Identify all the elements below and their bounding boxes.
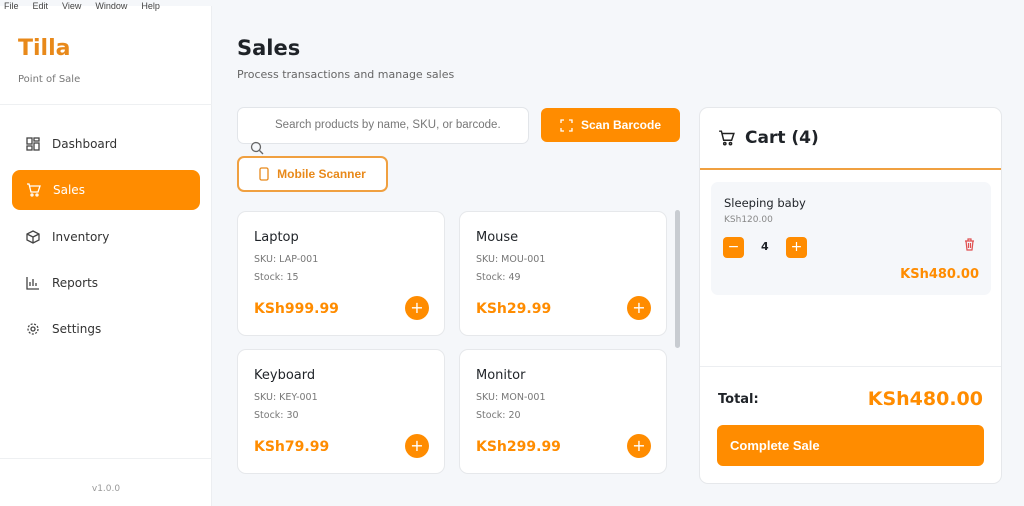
product-name: Monitor bbox=[476, 368, 526, 383]
sidebar-item-reports[interactable]: Reports bbox=[12, 263, 200, 303]
sidebar-item-label: Dashboard bbox=[52, 137, 118, 151]
product-sku: SKU: KEY-001 bbox=[254, 392, 318, 403]
box-icon bbox=[26, 230, 40, 244]
product-stock: Stock: 30 bbox=[254, 410, 299, 421]
product-card[interactable]: Laptop SKU: LAP-001 Stock: 15 KSh999.99 … bbox=[237, 211, 445, 336]
product-stock: Stock: 49 bbox=[476, 272, 521, 283]
sidebar-item-label: Sales bbox=[53, 183, 85, 197]
mobile-scanner-button[interactable]: Mobile Scanner bbox=[237, 156, 388, 192]
product-price: KSh79.99 bbox=[254, 439, 330, 455]
cart-item-quantity: 4 bbox=[761, 240, 769, 253]
mobile-scanner-label: Mobile Scanner bbox=[277, 167, 366, 181]
add-to-cart-button[interactable]: + bbox=[405, 434, 429, 458]
cart-icon bbox=[27, 183, 41, 197]
menu-window[interactable]: Window bbox=[95, 1, 128, 11]
brand-name: Tilla bbox=[18, 36, 71, 61]
add-to-cart-button[interactable]: + bbox=[627, 296, 651, 320]
cart-item-name: Sleeping baby bbox=[724, 196, 806, 210]
product-price: KSh29.99 bbox=[476, 301, 552, 317]
menu-bar: File Edit View Window Help bbox=[4, 0, 160, 12]
product-sku: SKU: MOU-001 bbox=[476, 254, 546, 265]
sidebar-item-label: Inventory bbox=[52, 230, 110, 244]
page-subtitle: Process transactions and manage sales bbox=[237, 68, 455, 81]
total-value: KSh480.00 bbox=[867, 388, 983, 410]
cart-title: Cart (4) bbox=[745, 128, 819, 148]
scan-barcode-label: Scan Barcode bbox=[580, 118, 662, 132]
total-label: Total: bbox=[718, 392, 759, 407]
divider bbox=[0, 458, 212, 459]
product-card[interactable]: Mouse SKU: MOU-001 Stock: 49 KSh29.99 + bbox=[459, 211, 667, 336]
cart-item-total: KSh480.00 bbox=[900, 267, 979, 282]
product-price: KSh999.99 bbox=[254, 301, 339, 317]
add-to-cart-button[interactable]: + bbox=[627, 434, 651, 458]
product-sku: SKU: MON-001 bbox=[476, 392, 546, 403]
menu-help[interactable]: Help bbox=[141, 1, 160, 11]
product-card[interactable]: Keyboard SKU: KEY-001 Stock: 30 KSh79.99… bbox=[237, 349, 445, 474]
increase-quantity-button[interactable]: + bbox=[786, 237, 807, 258]
product-stock: Stock: 20 bbox=[476, 410, 521, 421]
menu-file[interactable]: File bbox=[4, 1, 19, 11]
product-sku: SKU: LAP-001 bbox=[254, 254, 319, 265]
scan-barcode-button[interactable]: Scan Barcode bbox=[541, 108, 680, 142]
phone-icon bbox=[259, 167, 269, 181]
search-input[interactable]: Search products by name, SKU, or barcode… bbox=[237, 107, 529, 144]
page-title: Sales bbox=[237, 36, 301, 60]
product-name: Mouse bbox=[476, 230, 519, 245]
sidebar-item-dashboard[interactable]: Dashboard bbox=[12, 124, 200, 164]
sidebar-item-inventory[interactable]: Inventory bbox=[12, 217, 200, 257]
product-stock: Stock: 15 bbox=[254, 272, 299, 283]
cart-panel: Cart (4) Sleeping baby KSh120.00 − 4 + K… bbox=[699, 107, 1002, 484]
bar-chart-icon bbox=[26, 277, 39, 290]
sidebar: Tilla Point of Sale Dashboard Sales Inve… bbox=[0, 6, 212, 506]
cart-item-unit-price: KSh120.00 bbox=[724, 215, 773, 225]
sidebar-item-label: Settings bbox=[52, 322, 102, 336]
search-icon bbox=[250, 141, 264, 155]
dashboard-icon bbox=[26, 137, 40, 151]
product-name: Laptop bbox=[254, 230, 299, 245]
sidebar-item-label: Reports bbox=[52, 276, 99, 290]
gear-icon bbox=[27, 323, 39, 335]
product-card[interactable]: Monitor SKU: MON-001 Stock: 20 KSh299.99… bbox=[459, 349, 667, 474]
complete-sale-button[interactable]: Complete Sale bbox=[717, 425, 984, 466]
scan-icon bbox=[560, 118, 573, 132]
sidebar-item-settings[interactable]: Settings bbox=[12, 309, 200, 349]
cart-item: Sleeping baby KSh120.00 − 4 + KSh480.00 bbox=[711, 182, 991, 295]
menu-edit[interactable]: Edit bbox=[32, 1, 49, 11]
add-to-cart-button[interactable]: + bbox=[405, 296, 429, 320]
menu-view[interactable]: View bbox=[62, 1, 82, 11]
product-name: Keyboard bbox=[254, 368, 316, 383]
brand-tagline: Point of Sale bbox=[18, 74, 81, 85]
product-price: KSh299.99 bbox=[476, 439, 561, 455]
sidebar-item-sales[interactable]: Sales bbox=[12, 170, 200, 210]
decrease-quantity-button[interactable]: − bbox=[723, 237, 744, 258]
cart-header: Cart (4) bbox=[700, 108, 1001, 170]
divider bbox=[700, 366, 1001, 367]
product-list-scrollbar[interactable] bbox=[675, 210, 680, 348]
trash-icon[interactable] bbox=[964, 238, 975, 251]
divider bbox=[0, 104, 212, 105]
version-label: v1.0.0 bbox=[91, 484, 121, 494]
cart-icon bbox=[719, 130, 735, 146]
